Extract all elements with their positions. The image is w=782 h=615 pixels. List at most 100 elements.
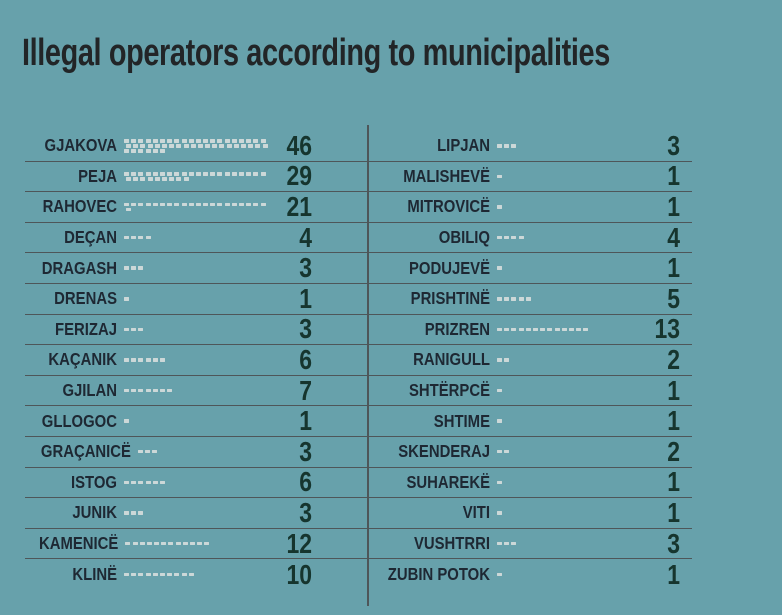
dash-unit-icon [188,139,194,143]
dash-unit-icon [138,388,144,393]
municipality-row: MALISHEVË 1 [368,160,692,193]
municipality-label: LIPJAN [437,135,490,156]
dash-unit-icon [145,449,151,454]
dash-unit-icon [138,202,144,207]
dash-unit-icon [131,149,137,153]
dash-unit-icon [504,144,510,148]
dash-unit-icon [188,572,194,577]
municipality-row: JUNIK 3 [25,497,368,529]
dash-row [497,541,632,546]
dash-row [126,177,264,181]
municipality-label: MITROVICË [407,196,490,217]
dash-unit-icon [124,172,129,176]
dash-row [497,388,632,393]
dash-unit-icon [140,144,146,148]
dash-unit-icon [231,202,237,207]
dash-unit-icon [138,172,144,176]
dash-unit-icon [138,149,144,153]
dash-row [497,572,632,577]
dash-unit-icon [138,327,144,332]
municipality-row: GJAKOVA 46 [25,129,368,162]
dash-unit-icon [176,144,182,148]
municipality-label: ISTOG [70,471,117,492]
dash-unit-icon [152,358,158,362]
municipality-label: GRAÇANICË [40,441,131,462]
dash-unit-icon [152,172,158,176]
dash-bar [490,498,632,528]
dash-unit-icon [145,572,151,577]
municipality-row: GRAÇANICË 3 [25,436,368,468]
municipality-row: SUHAREKË 1 [368,466,692,499]
municipality-row: KAÇANIK 6 [25,344,368,376]
municipality-value: 4 [299,221,312,253]
dash-row [497,235,632,240]
dash-row [497,449,632,454]
dash-unit-icon [174,172,180,176]
dash-unit-icon [497,266,502,270]
dash-bar [490,529,632,559]
dash-unit-icon [124,419,129,423]
municipality-label: PRISHTINË [410,288,490,309]
dash-unit-icon [159,202,165,207]
dash-unit-icon [497,572,502,577]
dash-unit-icon [131,480,137,485]
dash-unit-icon [217,202,223,207]
dash-bar [490,192,632,222]
dash-row [124,388,264,393]
dash-unit-icon [246,139,252,143]
dash-unit-icon [125,541,131,546]
municipality-label: OBILIQ [438,227,490,248]
dash-unit-icon [124,388,129,393]
dash-unit-icon [159,572,165,577]
dash-bar [490,345,632,375]
dash-row [497,266,632,270]
dash-unit-icon [146,541,152,546]
municipality-row: LIPJAN 3 [368,130,692,162]
dash-unit-icon [197,541,203,546]
dash-unit-icon [152,388,158,393]
dash-row [497,480,632,485]
dash-unit-icon [253,172,259,176]
municipality-label: ZUBIN POTOK [387,564,490,585]
municipality-value: 46 [286,129,312,161]
dash-bar [490,315,632,345]
dash-unit-icon [253,139,259,143]
dash-unit-icon [203,139,209,143]
dash-unit-icon [504,449,510,454]
dash-bar [490,162,632,192]
dash-row [126,207,264,212]
dash-unit-icon [124,202,129,207]
municipality-value: 2 [667,343,680,375]
municipality-label: SUHAREKË [406,471,490,492]
dash-unit-icon [547,327,553,332]
dash-unit-icon [518,235,524,240]
municipality-value: 12 [286,527,312,559]
dash-unit-icon [140,177,146,181]
dash-unit-icon [167,572,173,577]
dash-unit-icon [224,172,230,176]
dash-unit-icon [159,149,165,153]
municipality-value: 2 [667,435,680,467]
dash-bar [117,345,264,375]
dash-unit-icon [188,172,194,176]
municipality-label: SHTIME [433,410,490,431]
dash-unit-icon [518,327,524,332]
municipality-row: VITI 1 [368,497,692,529]
municipality-label: SHTËRPCË [408,380,490,401]
dash-unit-icon [154,144,160,148]
municipality-label: PODUJEVË [408,257,490,278]
dash-unit-icon [138,235,144,240]
dash-unit-icon [138,511,144,515]
dash-unit-icon [497,449,502,454]
municipality-row: OBILIQ 4 [368,222,692,254]
dash-unit-icon [154,177,160,181]
dash-unit-icon [511,541,517,546]
dash-unit-icon [126,144,131,148]
dash-row [124,149,264,153]
dash-unit-icon [176,177,182,181]
dash-row [497,419,632,423]
municipality-label: GLLOGOC [41,410,117,431]
dash-unit-icon [152,480,158,485]
dash-unit-icon [497,358,502,362]
dash-unit-icon [131,202,137,207]
